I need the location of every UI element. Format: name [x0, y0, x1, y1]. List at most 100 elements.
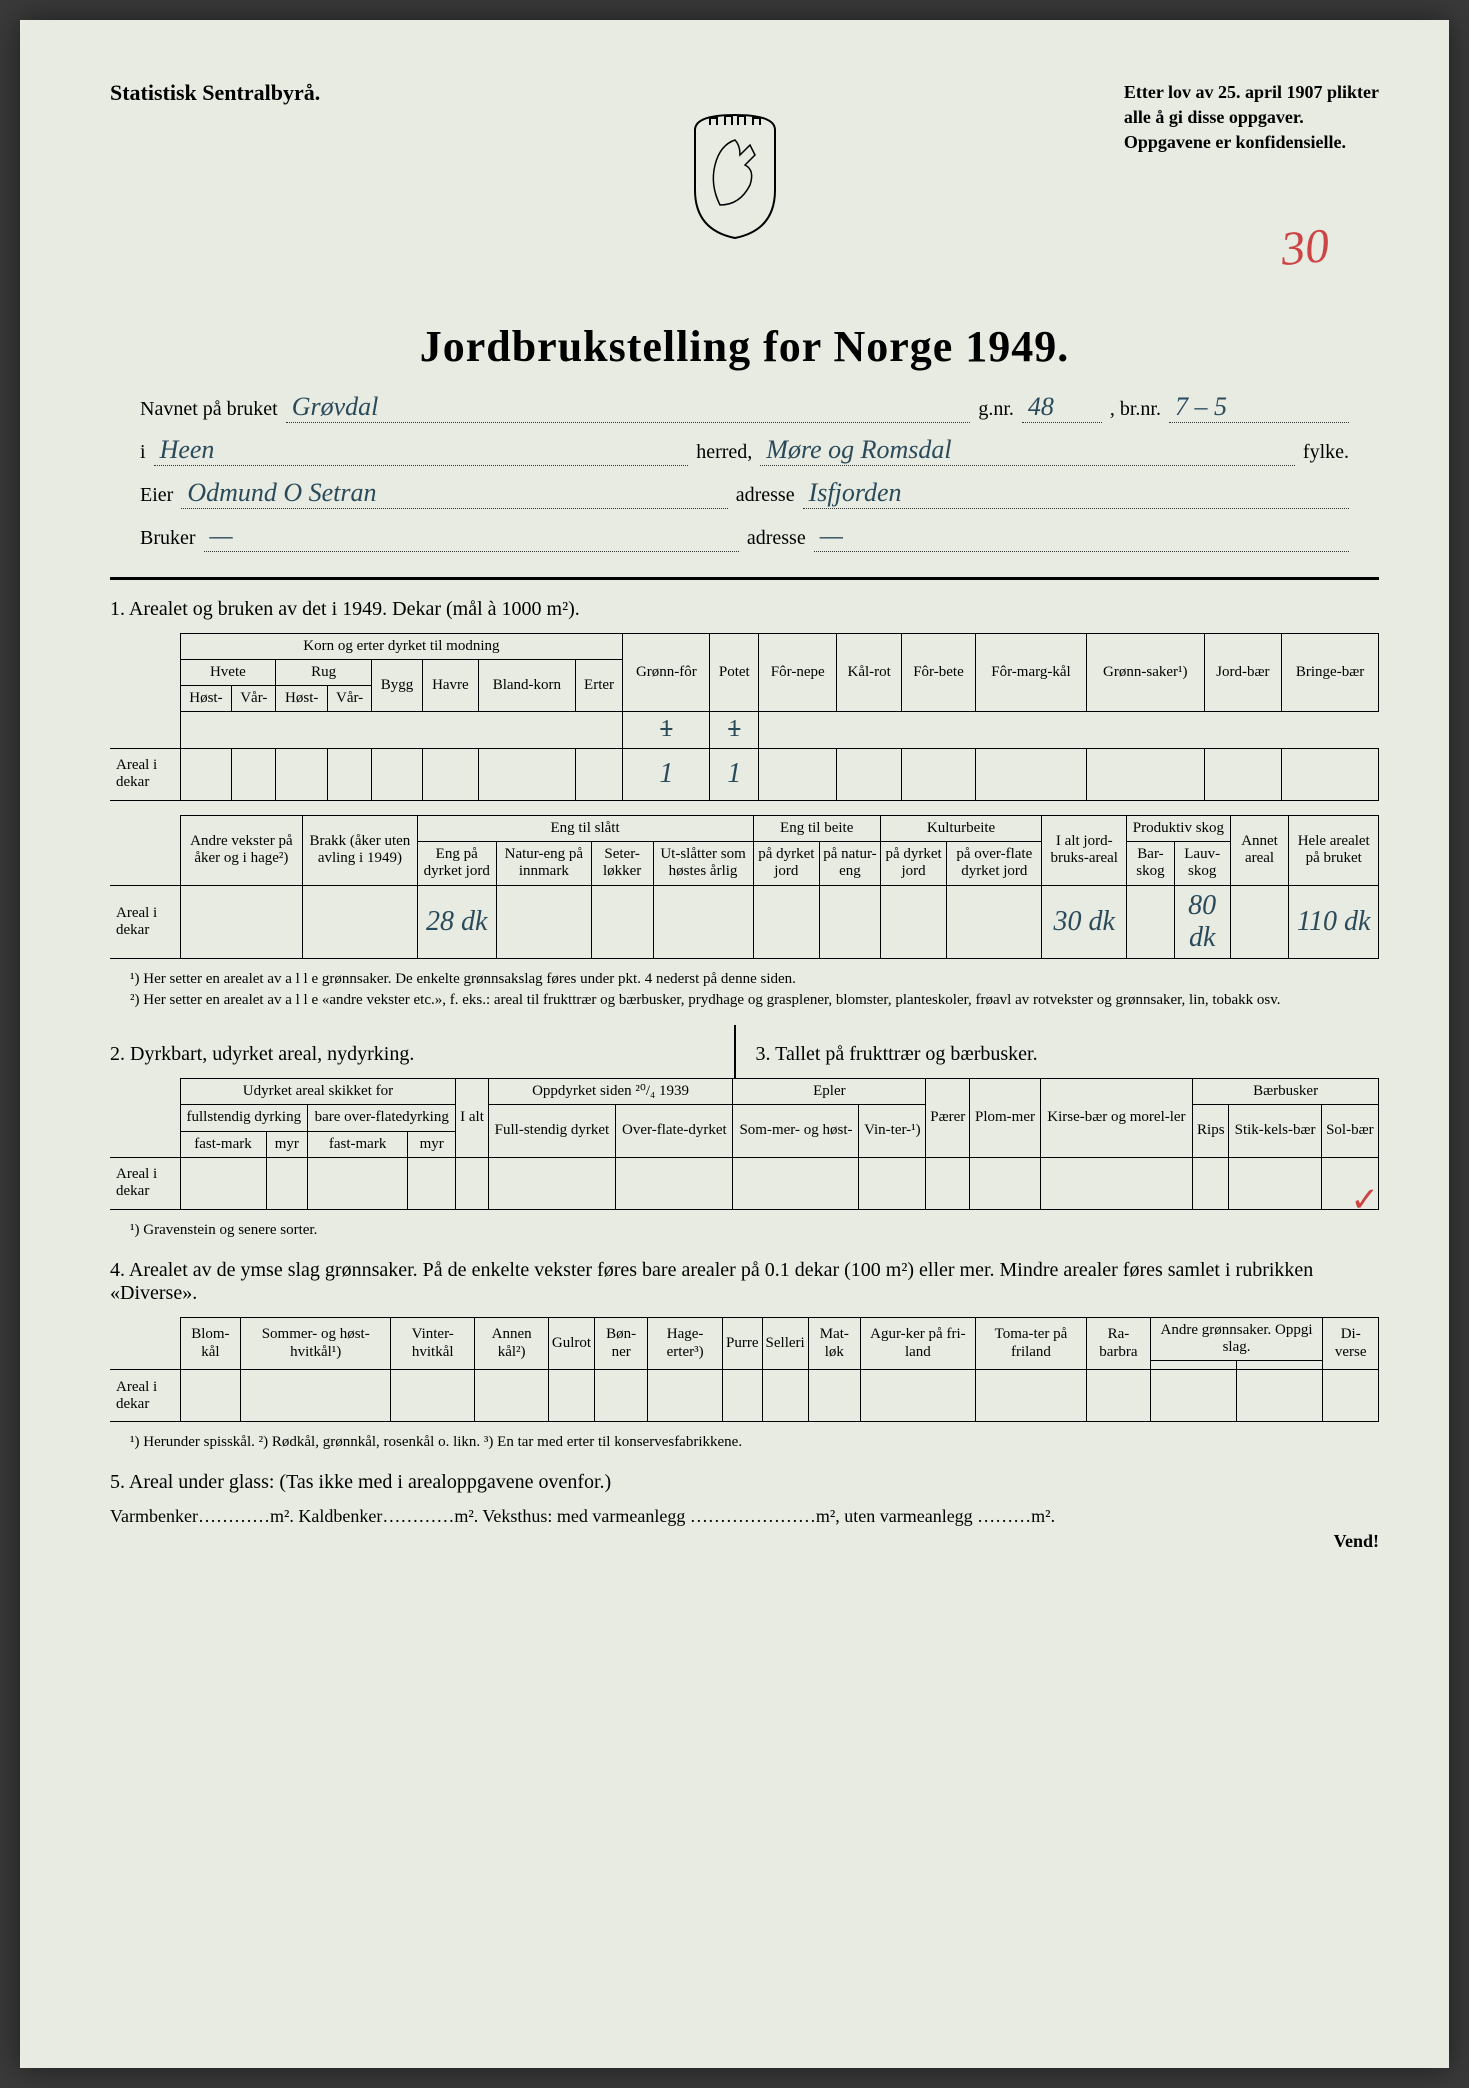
- cell: [1086, 748, 1204, 800]
- val-ialt: 30 dk: [1042, 885, 1127, 958]
- cell: [591, 885, 653, 958]
- plommer-h: Plom-mer: [970, 1079, 1040, 1158]
- hele-h: Hele arealet på bruket: [1289, 815, 1379, 885]
- org-name: Statistisk Sentralbyrå.: [110, 80, 320, 106]
- rug-var: Vår-: [328, 686, 372, 712]
- gnr-label: g.nr.: [978, 398, 1014, 421]
- cell: [276, 748, 328, 800]
- cell: [753, 885, 819, 958]
- kalrot-header: Kål-rot: [837, 633, 902, 712]
- cell: [616, 1157, 733, 1209]
- kultur-dyrket-h: på dyrket jord: [880, 842, 946, 886]
- beite-natur-h: på natur-eng: [820, 842, 881, 886]
- bruker-value: —: [204, 521, 739, 552]
- footnote-1-text: ¹) Her setter en arealet av a l l e grøn…: [130, 969, 1379, 990]
- areal-label-23: Areal i dekar: [110, 1157, 180, 1209]
- kirse-h: Kirse-bær og morel-ler: [1040, 1079, 1193, 1158]
- form-title: Jordbrukstelling for Norge 1949.: [110, 321, 1379, 372]
- cell: [808, 1370, 860, 1422]
- val-lauv: 80 dk: [1174, 885, 1230, 958]
- val-gronnfor: 1: [623, 748, 710, 800]
- andre-vekster-h: Andre vekster på åker og i hage²): [180, 815, 303, 885]
- hageerter-h: Hage-erter³): [648, 1317, 723, 1370]
- cell: [860, 1370, 975, 1422]
- meta-block: Navnet på bruket Grøvdal g.nr. 48 , br.n…: [140, 392, 1349, 552]
- eng-slatt-h: Eng til slått: [417, 815, 753, 841]
- cell: [180, 1157, 266, 1209]
- annet-h: Annet areal: [1230, 815, 1289, 885]
- cell: [733, 1157, 859, 1209]
- epler-vinter-h: Vin-ter-¹): [859, 1105, 926, 1158]
- cell: [180, 885, 303, 958]
- cell: [1127, 885, 1175, 958]
- cell: [1323, 1370, 1379, 1422]
- form-page: Statistisk Sentralbyrå. Etter lov av 25.…: [20, 20, 1449, 2068]
- cell: [241, 1370, 391, 1422]
- cell: [391, 1370, 475, 1422]
- myr1-h: myr: [266, 1131, 308, 1157]
- cell: [422, 748, 478, 800]
- cell: [1282, 748, 1379, 800]
- crossed-potet: 1: [710, 712, 759, 749]
- cell: [408, 1157, 456, 1209]
- footnote-3: ¹) Gravenstein og senere sorter.: [130, 1220, 1379, 1241]
- seter-h: Seter-løkker: [591, 842, 653, 886]
- natur-eng-h: Natur-eng på innmark: [496, 842, 591, 886]
- legal-line-3: Oppgavene er konfidensielle.: [1124, 130, 1379, 155]
- i-value: Heen: [154, 435, 689, 466]
- cell: [1087, 1370, 1151, 1422]
- val-potet: 1: [710, 748, 759, 800]
- cell: [328, 748, 372, 800]
- fastmark2-h: fast-mark: [308, 1131, 408, 1157]
- korn-header: Korn og erter dyrket til modning: [180, 633, 623, 659]
- cell: [759, 748, 837, 800]
- sommer-hvit-h: Sommer- og høst-hvitkål¹): [241, 1317, 391, 1370]
- andre-2: [1237, 1361, 1323, 1370]
- hvete-host: Høst-: [180, 686, 232, 712]
- adresse-label: adresse: [736, 484, 795, 507]
- fullstendig-h: fullstendig dyrking: [180, 1105, 308, 1131]
- udyrket-h: Udyrket areal skikket for: [180, 1079, 456, 1105]
- annen-kal-h: Annen kål²): [475, 1317, 549, 1370]
- cell: [1040, 1157, 1193, 1209]
- adresse2-label: adresse: [747, 527, 806, 550]
- cell: [837, 748, 902, 800]
- cell: [970, 1157, 1040, 1209]
- val-eng: 28 dk: [417, 885, 496, 958]
- cell: [1230, 885, 1289, 958]
- cell: [496, 885, 591, 958]
- bringebaer-header: Bringe-bær: [1282, 633, 1379, 712]
- eng-dyrket-h: Eng på dyrket jord: [417, 842, 496, 886]
- over-dyrket-h: Over-flate-dyrket: [616, 1105, 733, 1158]
- areal-label-4: Areal i dekar: [110, 1370, 180, 1422]
- vend-label: Vend!: [110, 1531, 1379, 1552]
- ialt-h: I alt jord-bruks-areal: [1042, 815, 1127, 885]
- crossed-gronnfor: 1: [623, 712, 710, 749]
- fylke-value: Møre og Romsdal: [760, 435, 1295, 466]
- brnr-value: 7 – 5: [1169, 392, 1349, 423]
- beite-dyrket-h: på dyrket jord: [753, 842, 819, 886]
- bare-over-h: bare over-flatedyrking: [308, 1105, 456, 1131]
- hvete-var: Vår-: [232, 686, 276, 712]
- eier-label: Eier: [140, 484, 173, 507]
- solbaer-h: Sol-bær: [1321, 1105, 1378, 1158]
- cell: [723, 1370, 763, 1422]
- cell: [975, 1370, 1086, 1422]
- epler-h: Epler: [733, 1079, 926, 1105]
- oppdyrket-h: Oppdyrket siden ²⁰/₄ 1939: [488, 1079, 733, 1105]
- gulrot-h: Gulrot: [548, 1317, 594, 1370]
- erter-header: Erter: [575, 659, 623, 712]
- annotation-30: 30: [1279, 218, 1332, 277]
- divider: [110, 577, 1379, 580]
- section1-title: 1. Arealet og bruken av det i 1949. Deka…: [110, 598, 1379, 621]
- eng-beite-h: Eng til beite: [753, 815, 880, 841]
- cell: [1237, 1370, 1323, 1422]
- cell: [902, 748, 976, 800]
- i-label: i: [140, 441, 146, 464]
- blomkal-h: Blom-kål: [180, 1317, 241, 1370]
- section5-title: 5. Areal under glass: (Tas ikke med i ar…: [110, 1471, 1379, 1494]
- full-dyrket-h: Full-stendig dyrket: [488, 1105, 616, 1158]
- purre-h: Purre: [723, 1317, 763, 1370]
- gnr-value: 48: [1022, 392, 1102, 423]
- coat-of-arms-icon: [685, 110, 785, 240]
